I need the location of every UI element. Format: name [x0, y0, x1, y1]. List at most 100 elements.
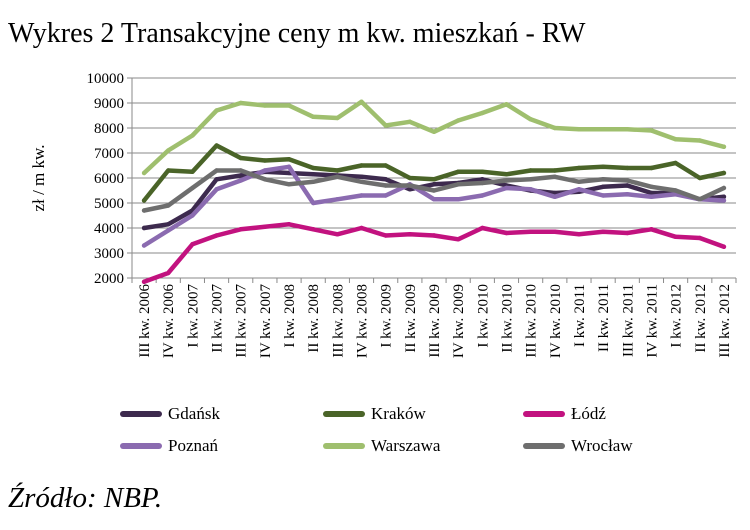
x-tick-label: I kw. 2010 — [475, 284, 491, 348]
data-point — [625, 183, 630, 188]
data-point — [600, 177, 606, 182]
data-point — [552, 174, 557, 179]
data-point — [455, 197, 461, 202]
data-point — [625, 230, 630, 236]
data-point — [552, 190, 557, 196]
data-point — [311, 200, 316, 206]
data-point — [576, 232, 582, 237]
data-point — [214, 143, 219, 148]
data-point — [383, 123, 388, 128]
x-tick-label: III kw. 2012 — [717, 284, 733, 358]
data-point — [190, 169, 195, 174]
data-point — [262, 103, 268, 108]
data-point — [528, 177, 533, 182]
data-point — [383, 183, 388, 188]
data-point — [431, 197, 437, 202]
data-point — [286, 182, 292, 187]
data-point — [528, 168, 533, 173]
data-point — [600, 164, 606, 169]
y-axis-label: zł / m kw. — [29, 145, 48, 212]
data-point — [649, 165, 654, 171]
data-point — [697, 235, 702, 241]
source-note: Źródło: NBP. — [8, 482, 163, 514]
data-point — [238, 178, 243, 183]
legend-swatch — [120, 411, 162, 417]
data-point — [528, 117, 533, 122]
x-tick-label: III kw. 2011 — [620, 284, 636, 357]
data-point — [649, 194, 654, 199]
data-point — [166, 222, 171, 227]
data-point — [166, 168, 171, 173]
legend-swatch — [523, 411, 565, 417]
data-point — [335, 174, 340, 179]
data-point — [649, 128, 654, 133]
x-tick-label: IV kw. 2006 — [161, 284, 177, 359]
data-point — [480, 169, 485, 174]
data-point — [141, 243, 147, 248]
x-tick-label: II kw. 2012 — [693, 284, 709, 353]
data-point — [238, 227, 243, 232]
x-tick-label: II kw. 2008 — [306, 284, 322, 353]
data-point — [214, 187, 219, 192]
data-point — [359, 225, 364, 231]
data-point — [528, 187, 533, 192]
data-point — [649, 227, 654, 232]
legend-label: Gdańsk — [168, 404, 220, 423]
data-point — [625, 165, 630, 171]
x-tick-label: IV kw. 2011 — [644, 284, 660, 358]
data-point — [721, 144, 727, 149]
x-tick-label: IV kw. 2007 — [258, 284, 274, 359]
data-point — [311, 165, 316, 171]
data-point — [286, 222, 292, 227]
chart-title: Wykres 2 Transakcyjne ceny m kw. mieszka… — [8, 18, 586, 49]
x-tick-label: III kw. 2009 — [427, 284, 443, 358]
data-point — [311, 179, 316, 184]
data-point — [455, 182, 461, 187]
legend-item: Poznań — [120, 436, 218, 456]
data-point — [262, 224, 268, 229]
legend-swatch — [523, 443, 565, 449]
data-point — [673, 188, 678, 193]
data-point — [528, 229, 533, 234]
data-point — [359, 179, 364, 184]
data-point — [335, 168, 340, 173]
legend-label: Kraków — [371, 404, 426, 423]
legend-swatch — [323, 411, 365, 417]
data-point — [141, 208, 147, 213]
data-point — [480, 193, 485, 198]
data-point — [166, 148, 171, 153]
data-point — [504, 178, 509, 183]
x-tick-label: II kw. 2010 — [499, 284, 515, 353]
legend-item: Gdańsk — [120, 404, 220, 424]
data-point — [697, 197, 702, 202]
x-tick-label: III kw. 2008 — [330, 284, 346, 358]
data-point — [504, 185, 509, 191]
y-tick-label: 8000 — [94, 121, 124, 137]
x-tick-label: II kw. 2009 — [403, 284, 419, 353]
data-point — [673, 137, 678, 142]
data-point — [190, 242, 195, 247]
data-point — [359, 193, 364, 198]
data-point — [190, 213, 195, 218]
data-point — [407, 175, 413, 181]
data-point — [721, 198, 727, 203]
data-point — [673, 234, 678, 239]
data-point — [504, 230, 509, 236]
data-point — [480, 180, 485, 186]
data-point — [576, 127, 582, 132]
data-point — [625, 178, 630, 183]
data-point — [697, 138, 702, 143]
data-point — [721, 244, 727, 249]
data-point — [407, 187, 413, 192]
data-point — [600, 127, 606, 132]
data-point — [600, 229, 606, 234]
legend-swatch — [323, 443, 365, 449]
data-point — [141, 225, 147, 231]
y-tick-label: 3000 — [94, 246, 124, 262]
data-point — [359, 174, 364, 179]
x-tick-label: IV kw. 2009 — [451, 284, 467, 358]
x-tick-labels: III kw. 2006 IV kw. 2006 I kw. 2007 II kw. … — [137, 284, 733, 359]
x-tick-label: III kw. 2010 — [524, 284, 540, 358]
data-point — [552, 125, 557, 131]
